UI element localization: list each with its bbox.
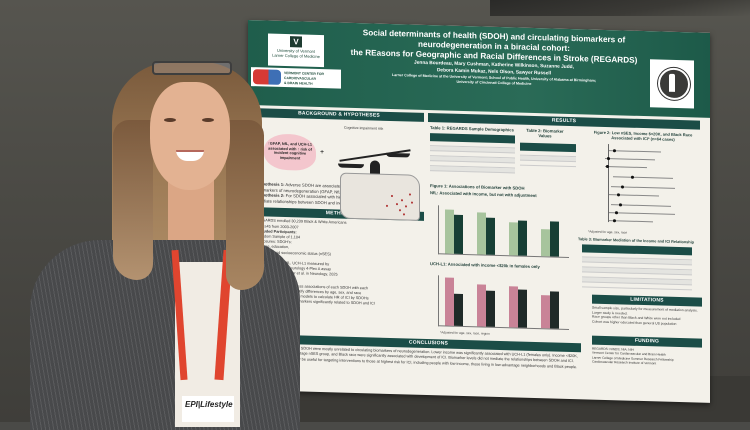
forest-plot [605,144,689,225]
bar [486,217,495,255]
scale-title: Cognitive impairment risk [344,125,384,131]
bar [445,209,454,254]
face [150,82,230,190]
name-badge: EPI|Lifestyle [182,396,234,422]
eye-right [202,118,214,122]
figure-2-title: Figure 2: Low nSES, Income $<20K, and Bl… [593,129,693,142]
ceiling-edge [490,0,750,16]
bar [541,295,550,329]
poster-banner: V University of Vermont Larner College o… [248,20,710,118]
table-1-title: Table 1: REGARDS Sample Demographics [430,125,514,133]
figure-2-footnote: *Adjusted for age, sex, race [588,229,628,235]
bar [550,221,559,257]
bar [486,290,495,327]
plus-icon: + [320,149,325,157]
bar [454,293,463,327]
us-map-graphic [340,172,420,221]
regards-logo [650,59,694,109]
bar [477,284,486,327]
uchl1-bar-chart [438,275,569,330]
nfl-bar-chart [438,205,569,258]
person-figure-icon [669,73,675,92]
bar [454,214,463,255]
table-2-title: Table 2: Biomarker Values [526,127,564,139]
eye-left [164,118,176,122]
bar [550,291,559,329]
bar [541,229,550,257]
neck [168,180,214,240]
table-3-title: Table 3: Biomarker Mediation of the Inco… [578,237,694,245]
bar [509,286,518,328]
smile [176,150,204,161]
bar [445,277,454,326]
hair-left [113,120,153,280]
research-poster: V University of Vermont Larner College o… [248,20,710,403]
figure-1b-subtitle: UCH-L1: Associated with income <$20k in … [430,261,540,270]
bar [509,222,518,256]
sunglasses-on-head [152,61,232,75]
table-1 [430,133,515,174]
bar [518,220,527,256]
conclusions-section: CONCLUSIONS Few adverse SDOH were mostly… [276,334,581,373]
bar [477,212,486,255]
figure-1-footnote: *Adjusted for age, sex, race, region [440,330,490,336]
limitations-section: LIMITATIONS Small sample size, particula… [592,294,702,329]
figure-1a-subtitle: NfL: Associated with income, but not wit… [430,190,537,199]
table-2 [520,142,576,168]
presenter: EPI|Lifestyle [0,0,300,430]
table-3 [582,244,692,291]
bar [518,289,527,328]
poster-title-block: Social determinants of health (SDOH) and… [344,28,644,90]
hair-right [226,120,264,290]
funding-section: FUNDING REGARDS: NINDS; NIA; NIH Vermont… [592,335,702,370]
